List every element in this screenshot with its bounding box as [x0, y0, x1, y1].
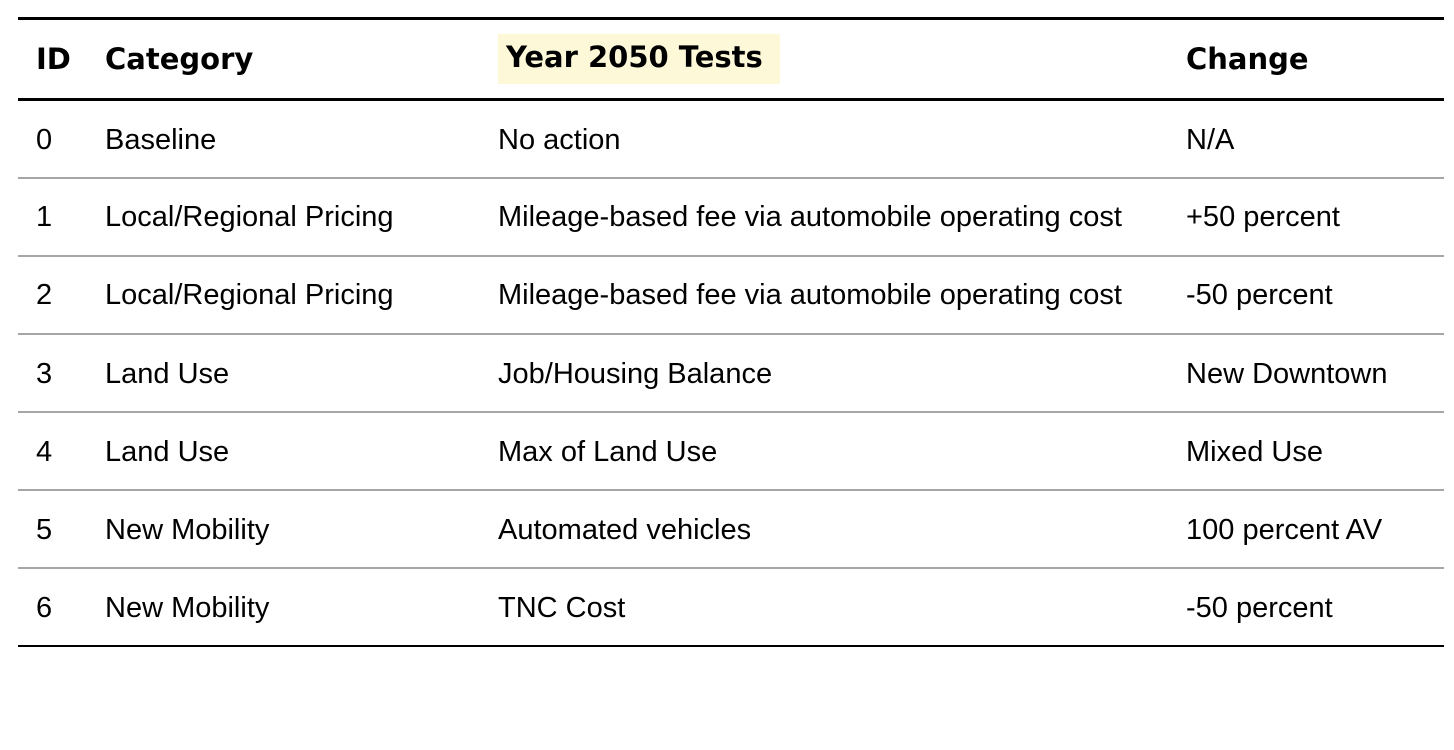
table-row: 5 New Mobility Automated vehicles 100 pe… [18, 490, 1444, 568]
cell-change: +50 percent [1186, 201, 1340, 233]
cell-category: Baseline [105, 124, 217, 156]
scenario-table: ID Category Year 2050 Tests Change 0 Bas… [18, 17, 1444, 647]
cell-test: Mileage-based fee via automobile operati… [498, 201, 1122, 233]
cell-change: New Downtown [1186, 358, 1388, 390]
header-tests-label: Year 2050 Tests [498, 34, 780, 84]
header-tests: Year 2050 Tests [498, 19, 1186, 100]
cell-category: Land Use [105, 358, 230, 390]
cell-id: 0 [36, 124, 53, 156]
cell-change: N/A [1186, 124, 1235, 156]
table-row: 1 Local/Regional Pricing Mileage-based f… [18, 178, 1444, 256]
cell-change: -50 percent [1186, 592, 1333, 624]
cell-category: New Mobility [105, 592, 270, 624]
cell-change: Mixed Use [1186, 436, 1323, 468]
cell-id: 5 [36, 514, 53, 546]
cell-test: Job/Housing Balance [498, 358, 773, 390]
cell-id: 4 [36, 436, 53, 468]
cell-id: 1 [36, 201, 53, 233]
cell-test: Automated vehicles [498, 514, 752, 546]
header-category: Category [105, 19, 498, 100]
table-row: 2 Local/Regional Pricing Mileage-based f… [18, 256, 1444, 334]
header-id: ID [18, 19, 105, 100]
cell-change: 100 percent AV [1186, 514, 1383, 546]
header-change: Change [1186, 19, 1444, 100]
cell-category: Land Use [105, 436, 230, 468]
table-header: ID Category Year 2050 Tests Change [18, 18, 1444, 100]
header-id-label: ID [36, 42, 71, 76]
table-body: 0 Baseline No action N/A 1 Local/Regiona… [18, 100, 1444, 646]
cell-id: 2 [36, 279, 53, 311]
scenario-table-container: ID Category Year 2050 Tests Change 0 Bas… [18, 17, 1444, 647]
header-row: ID Category Year 2050 Tests Change [18, 18, 1444, 100]
cell-id: 3 [36, 358, 53, 390]
table-row: 3 Land Use Job/Housing Balance New Downt… [18, 334, 1444, 412]
cell-test: No action [498, 124, 621, 156]
cell-test: TNC Cost [498, 592, 626, 624]
cell-change: -50 percent [1186, 279, 1333, 311]
cell-test: Mileage-based fee via automobile operati… [498, 279, 1122, 311]
cell-category: New Mobility [105, 514, 270, 546]
table-row: 4 Land Use Max of Land Use Mixed Use [18, 412, 1444, 490]
table-row: 0 Baseline No action N/A [18, 100, 1444, 178]
table-row: 6 New Mobility TNC Cost -50 percent [18, 568, 1444, 646]
cell-test: Max of Land Use [498, 436, 718, 468]
header-change-label: Change [1186, 42, 1309, 76]
cell-category: Local/Regional Pricing [105, 279, 394, 311]
cell-category: Local/Regional Pricing [105, 201, 394, 233]
cell-id: 6 [36, 592, 53, 624]
header-category-label: Category [105, 42, 254, 76]
